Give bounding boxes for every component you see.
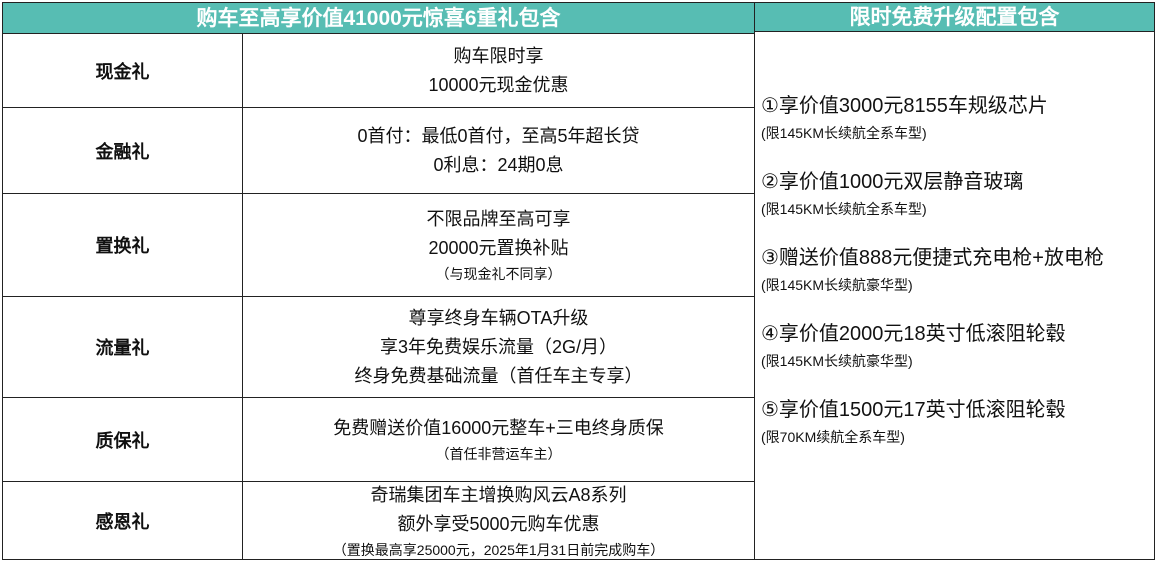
gift-line: 不限品牌至高可享 bbox=[426, 209, 571, 229]
gift-line: 奇瑞集团车主增换购风云A8系列 bbox=[370, 484, 627, 505]
gift-label: 置换礼 bbox=[3, 194, 243, 296]
gift-label: 现金礼 bbox=[3, 34, 243, 107]
upgrade-text: ③赠送价值888元便捷式充电枪+放电枪 bbox=[761, 247, 1104, 269]
gift-note: （置换最高享25000元，2025年1月31日前完成购车） bbox=[332, 541, 665, 558]
gift-row: 现金礼 购车限时享 10000元现金优惠 bbox=[3, 34, 754, 108]
upgrade-item: ③赠送价值888元便捷式充电枪+放电枪 (限145KM长续航豪华型) bbox=[761, 244, 1154, 296]
gift-line: 0首付：最低0首付，至高5年超长贷 bbox=[357, 125, 640, 146]
gift-content: 奇瑞集团车主增换购风云A8系列 额外享受5000元购车优惠 （置换最高享25000元… bbox=[243, 482, 754, 559]
upgrade-item: ④享价值2000元18英寸低滚阻轮毂 (限145KM长续航豪华型) bbox=[761, 320, 1154, 372]
gift-row: 流量礼 尊享终身车辆OTA升级享3年免费娱乐流量（2G/月） 终身免费基础流量（首… bbox=[3, 297, 754, 398]
gift-label: 流量礼 bbox=[3, 297, 243, 397]
upgrade-text: ⑤享价值1500元17英寸低滚阻轮毂 bbox=[761, 399, 1066, 421]
gift-line: 10000元现金优惠 bbox=[428, 74, 569, 95]
upgrade-item: ②享价值1000元双层静音玻璃 (限145KM长续航全系车型) bbox=[761, 168, 1154, 220]
gift-content: 0首付：最低0首付，至高5年超长贷 0利息：24期0息 bbox=[243, 108, 754, 193]
gift-row: 质保礼 免费赠送价值16000元整车+三电终身质保 （首任非营运车主） bbox=[3, 398, 754, 482]
gift-note: （与现金礼不同享） bbox=[435, 266, 562, 282]
gift-content: 不限品牌至高可享 20000元置换补贴 （与现金礼不同享） bbox=[243, 194, 754, 296]
gift-row: 金融礼 0首付：最低0首付，至高5年超长贷 0利息：24期0息 bbox=[3, 108, 754, 194]
upgrade-note: (限145KM长续航全系车型) bbox=[761, 201, 927, 217]
upgrade-item: ⑤享价值1500元17英寸低滚阻轮毂 (限70KM续航全系车型) bbox=[761, 396, 1154, 448]
gift-content: 购车限时享 10000元现金优惠 bbox=[243, 34, 754, 107]
gift-line: 20000元置换补贴 bbox=[428, 238, 569, 258]
upgrade-note: (限145KM长续航豪华型) bbox=[761, 353, 913, 369]
upgrade-note: (限70KM续航全系车型) bbox=[761, 429, 905, 445]
gift-content: 尊享终身车辆OTA升级享3年免费娱乐流量（2G/月） 终身免费基础流量（首任车主专… bbox=[243, 297, 754, 397]
gift-label: 质保礼 bbox=[3, 398, 243, 481]
upgrade-item: ①享价值3000元8155车规级芯片 (限145KM长续航全系车型) bbox=[761, 92, 1154, 144]
upgrade-note: (限145KM长续航全系车型) bbox=[761, 125, 927, 141]
gift-line: 额外享受5000元购车优惠 bbox=[397, 513, 600, 534]
gift-row: 置换礼 不限品牌至高可享 20000元置换补贴 （与现金礼不同享） bbox=[3, 194, 754, 297]
gift-label: 感恩礼 bbox=[3, 482, 243, 559]
gift-line: 购车限时享 bbox=[453, 45, 544, 66]
gift-line: 0利息：24期0息 bbox=[433, 154, 564, 175]
upgrade-panel: 限时免费升级配置包含 ①享价值3000元8155车规级芯片 (限145KM长续航… bbox=[755, 2, 1155, 560]
gift-line: 免费赠送价值16000元整车+三电终身质保 bbox=[333, 418, 664, 438]
upgrade-text: ④享价值2000元18英寸低滚阻轮毂 bbox=[761, 323, 1066, 345]
gift-note: （首任非营运车主） bbox=[435, 446, 562, 462]
gift-line: 尊享终身车辆OTA升级 bbox=[408, 307, 589, 328]
gift-row: 感恩礼 奇瑞集团车主增换购风云A8系列 额外享受5000元购车优惠 （置换最高享25… bbox=[3, 482, 754, 559]
gift-label: 金融礼 bbox=[3, 108, 243, 193]
upgrade-text: ①享价值3000元8155车规级芯片 bbox=[761, 95, 1048, 117]
gift-line: 终身免费基础流量（首任车主专享） bbox=[354, 365, 643, 386]
gift-content: 免费赠送价值16000元整车+三电终身质保 （首任非营运车主） bbox=[243, 398, 754, 481]
gift-line: 享3年免费娱乐流量（2G/月） bbox=[379, 336, 618, 357]
upgrade-text: ②享价值1000元双层静音玻璃 bbox=[761, 171, 1024, 193]
gift-table-title: 购车至高享价值41000元惊喜6重礼包含 bbox=[3, 3, 754, 34]
upgrade-panel-title: 限时免费升级配置包含 bbox=[755, 3, 1154, 32]
upgrade-note: (限145KM长续航豪华型) bbox=[761, 277, 913, 293]
gift-table: 购车至高享价值41000元惊喜6重礼包含 现金礼 购车限时享 10000元现金优惠… bbox=[2, 2, 755, 560]
